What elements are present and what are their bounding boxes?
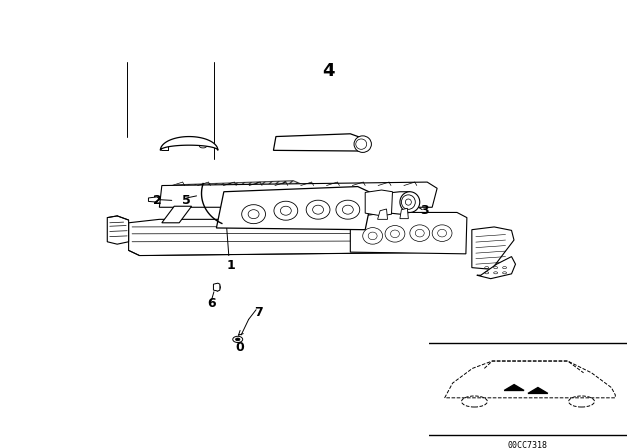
Text: 6: 6 bbox=[207, 297, 216, 310]
Polygon shape bbox=[224, 206, 253, 223]
Polygon shape bbox=[350, 212, 467, 254]
Polygon shape bbox=[213, 283, 220, 291]
Polygon shape bbox=[108, 216, 129, 244]
Polygon shape bbox=[293, 206, 323, 223]
Ellipse shape bbox=[236, 338, 240, 341]
Text: 5: 5 bbox=[182, 194, 191, 207]
Polygon shape bbox=[477, 257, 515, 279]
Polygon shape bbox=[472, 227, 514, 269]
Polygon shape bbox=[367, 192, 410, 214]
Polygon shape bbox=[174, 181, 303, 204]
Ellipse shape bbox=[363, 228, 383, 244]
Ellipse shape bbox=[213, 284, 220, 291]
Text: 3: 3 bbox=[420, 204, 429, 217]
Polygon shape bbox=[400, 208, 408, 219]
Ellipse shape bbox=[385, 225, 405, 242]
Polygon shape bbox=[273, 134, 363, 151]
Ellipse shape bbox=[200, 145, 207, 148]
Polygon shape bbox=[216, 186, 372, 230]
Text: 0: 0 bbox=[236, 341, 244, 354]
Text: 00CC7318: 00CC7318 bbox=[508, 440, 548, 448]
Ellipse shape bbox=[354, 136, 371, 152]
Polygon shape bbox=[378, 209, 388, 220]
Polygon shape bbox=[504, 384, 524, 391]
Text: 2: 2 bbox=[152, 194, 161, 207]
Text: 4: 4 bbox=[322, 62, 334, 80]
Polygon shape bbox=[159, 182, 437, 207]
Ellipse shape bbox=[400, 192, 420, 212]
Polygon shape bbox=[528, 388, 548, 393]
Polygon shape bbox=[129, 220, 465, 255]
Polygon shape bbox=[162, 206, 191, 223]
Ellipse shape bbox=[242, 205, 266, 224]
Polygon shape bbox=[148, 197, 159, 202]
Ellipse shape bbox=[432, 225, 452, 241]
Ellipse shape bbox=[336, 200, 360, 219]
Text: 7: 7 bbox=[254, 306, 263, 319]
Ellipse shape bbox=[274, 201, 298, 220]
Ellipse shape bbox=[410, 225, 429, 241]
Ellipse shape bbox=[306, 200, 330, 219]
Ellipse shape bbox=[368, 194, 387, 212]
Ellipse shape bbox=[233, 336, 243, 342]
Text: 1: 1 bbox=[227, 259, 236, 272]
Polygon shape bbox=[365, 190, 392, 216]
Polygon shape bbox=[161, 137, 218, 151]
